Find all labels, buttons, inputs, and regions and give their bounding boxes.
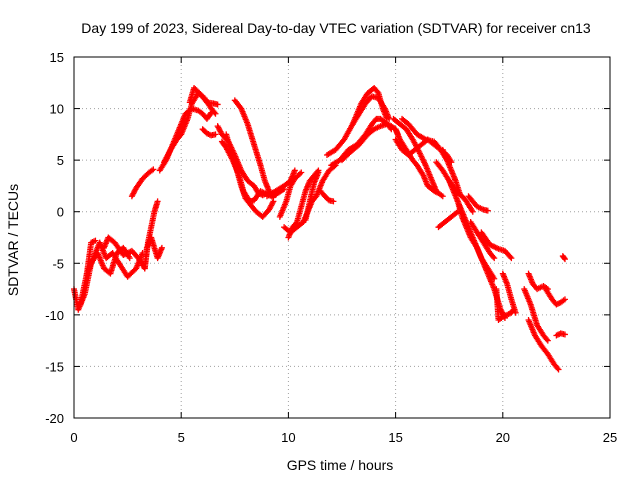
data-point <box>158 244 165 251</box>
series-arc-36 <box>467 219 498 262</box>
y-tick-label: -5 <box>52 256 64 271</box>
data-point <box>126 255 133 262</box>
series-arc-39 <box>521 286 551 344</box>
data-point <box>507 253 514 260</box>
series-arc-3 <box>83 237 99 277</box>
data-point <box>543 336 550 343</box>
data-point <box>91 238 98 245</box>
series-arc-13 <box>223 131 277 220</box>
data-point <box>270 198 277 205</box>
data-point <box>456 191 463 198</box>
data-point <box>291 167 298 174</box>
series-arc-30 <box>439 146 463 198</box>
data-point <box>469 208 476 215</box>
data-point <box>561 331 568 338</box>
y-tick-label: 0 <box>57 205 64 220</box>
axis-ticks <box>73 56 611 419</box>
data-point <box>330 198 337 205</box>
series-arc-33 <box>454 198 508 321</box>
series-arc-35 <box>465 193 491 214</box>
x-tick-label: 0 <box>70 430 77 445</box>
data-point <box>453 209 460 216</box>
data-point <box>491 255 498 262</box>
data-point <box>296 170 303 177</box>
data-markers <box>71 84 568 373</box>
grid-lines <box>74 57 610 418</box>
series-arc-25 <box>390 115 440 195</box>
data-point <box>298 169 305 176</box>
data-point <box>212 110 219 117</box>
series-arc-10 <box>199 126 219 139</box>
x-tick-label: 20 <box>496 430 510 445</box>
axis-tick-labels: 0 5 10 15 20 25 -20 -15 -10 -5 0 5 10 15 <box>45 50 617 445</box>
data-point <box>554 365 561 372</box>
x-axis-label: GPS time / hours <box>287 457 394 473</box>
data-point <box>508 255 515 262</box>
data-point <box>207 110 214 117</box>
data-point <box>561 296 568 303</box>
data-point <box>561 256 568 263</box>
data-point <box>512 309 519 316</box>
data-point <box>211 109 218 116</box>
data-point <box>150 166 157 173</box>
x-tick-label: 5 <box>178 430 185 445</box>
data-point <box>544 337 551 344</box>
data-point <box>554 331 561 338</box>
series-arc-24 <box>349 93 393 128</box>
y-tick-label: 10 <box>50 102 64 117</box>
plot-frame <box>73 56 611 419</box>
series-arc-37 <box>478 229 515 262</box>
data-point <box>214 101 221 108</box>
data-point <box>439 193 446 200</box>
series-arc-19 <box>302 169 322 223</box>
y-axis-label: SDTVAR / TECUs <box>5 184 21 296</box>
x-tick-label: 10 <box>281 430 295 445</box>
data-point <box>92 237 99 244</box>
series-arc-40 <box>525 317 562 373</box>
y-tick-label: 15 <box>50 50 64 65</box>
data-point <box>315 169 322 176</box>
data-point <box>154 198 161 205</box>
series-arc-5 <box>128 166 157 200</box>
x-tick-label: 25 <box>603 430 617 445</box>
data-point <box>212 131 219 138</box>
series-arc-42 <box>542 286 568 308</box>
data-point <box>292 220 299 227</box>
data-point <box>484 207 491 214</box>
y-tick-label: 5 <box>57 153 64 168</box>
series-arc-23 <box>339 121 401 164</box>
series-arc-43 <box>553 330 568 339</box>
y-tick-label: -20 <box>45 411 64 426</box>
x-tick-label: 15 <box>388 430 402 445</box>
series-arc-38 <box>499 270 519 316</box>
series-arc-20 <box>317 188 337 205</box>
series-arc-44 <box>559 253 568 263</box>
y-tick-label: -10 <box>45 308 64 323</box>
series-arc-16 <box>276 169 305 220</box>
series-arc-32 <box>435 208 461 231</box>
series-arc-9 <box>186 84 221 108</box>
data-point <box>374 88 381 95</box>
series-arc-6 <box>141 198 161 272</box>
data-point <box>555 366 562 373</box>
data-point <box>490 253 497 260</box>
chart-title: Day 199 of 2023, Sidereal Day-to-day VTE… <box>81 20 591 36</box>
data-point <box>561 255 568 262</box>
y-tick-label: -15 <box>45 359 64 374</box>
